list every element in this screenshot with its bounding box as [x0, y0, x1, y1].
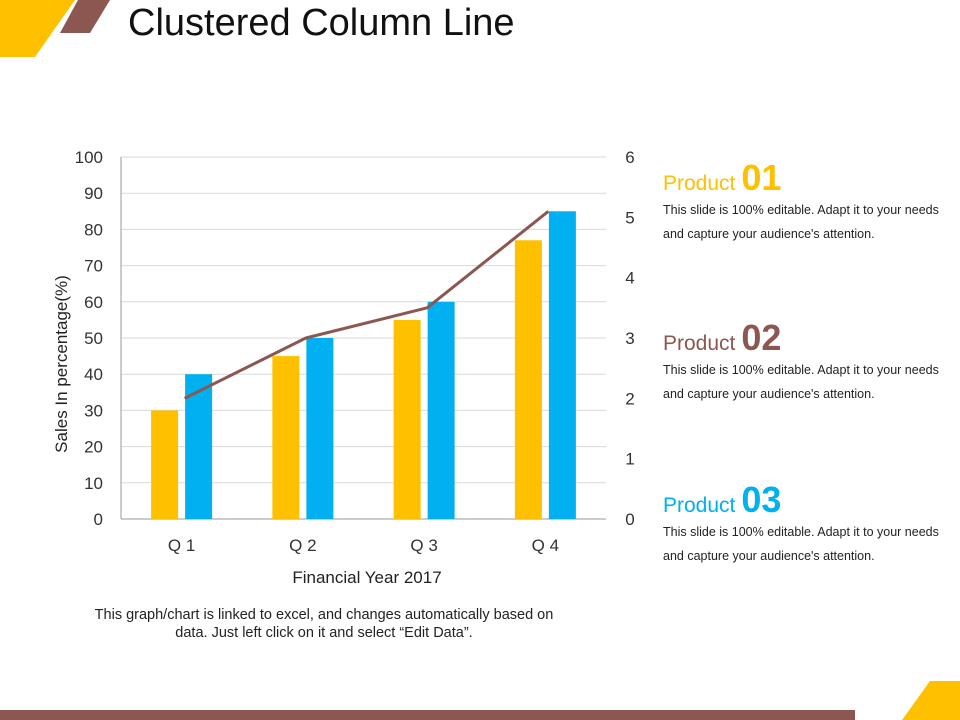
x-tick-label: Q 2 — [289, 536, 316, 555]
y2-tick-label: 5 — [625, 208, 634, 227]
bar-series-2 — [185, 374, 213, 519]
y-tick-label: 70 — [84, 257, 103, 276]
y2-tick-label: 1 — [625, 450, 634, 469]
y-tick-label: 30 — [84, 401, 103, 420]
bar-series-1 — [151, 410, 179, 519]
y2-tick-label: 4 — [625, 269, 634, 288]
product-heading: Product 03 — [663, 480, 943, 520]
product-word: Product — [663, 332, 736, 355]
y-axis-title: Sales In percentage(%) — [52, 275, 71, 453]
product-heading: Product 01 — [663, 158, 943, 198]
y-tick-label: 80 — [84, 220, 103, 239]
clustered-column-line-chart: 0 10 20 30 40 50 60 70 80 90 100 0 1 2 3 4 5 6 Q 1 Q 2 Q 3 Q … — [52, 148, 635, 587]
y2-tick-label: 6 — [625, 148, 634, 167]
y-tick-label: 40 — [84, 365, 103, 384]
y2-tick-label: 2 — [625, 389, 634, 408]
y-tick-label: 100 — [75, 148, 103, 167]
x-axis-title: Financial Year 2017 — [292, 568, 441, 587]
bottom-decoration — [0, 681, 960, 720]
bar-series-2 — [306, 338, 334, 519]
product-description: This slide is 100% editable. Adapt it to… — [663, 363, 939, 401]
bar-series-2 — [427, 301, 455, 519]
bars — [151, 211, 576, 520]
product-block: Product 03 This slide is 100% editable. Ad… — [663, 480, 943, 568]
product-block: Product 02 This slide is 100% editable. Ad… — [663, 318, 943, 406]
product-description: This slide is 100% editable. Adapt it to… — [663, 525, 939, 563]
bar-series-1 — [514, 240, 542, 519]
y-tick-label: 10 — [84, 474, 103, 493]
top-left-decoration — [0, 0, 110, 57]
bar-series-1 — [272, 356, 300, 519]
y-tick-label: 20 — [84, 438, 103, 457]
product-description: This slide is 100% editable. Adapt it to… — [663, 203, 939, 241]
product-number: 03 — [741, 479, 782, 520]
product-word: Product — [663, 494, 736, 517]
line-series — [183, 210, 550, 400]
product-number: 02 — [741, 317, 782, 358]
product-word: Product — [663, 172, 736, 195]
product-heading: Product 02 — [663, 318, 943, 358]
y-tick-label: 0 — [94, 510, 103, 529]
x-tick-label: Q 4 — [532, 536, 559, 555]
bar-series-1 — [393, 319, 421, 519]
line-series-path — [183, 210, 550, 400]
slide-title: Clustered Column Line — [128, 2, 515, 44]
y-tick-label: 90 — [84, 184, 103, 203]
bar-series-2 — [548, 211, 576, 520]
y-tick-label: 60 — [84, 293, 103, 312]
y2-tick-label: 3 — [625, 329, 634, 348]
x-tick-label: Q 3 — [410, 536, 437, 555]
product-number: 01 — [741, 157, 782, 198]
x-tick-label: Q 1 — [168, 536, 195, 555]
chart-note: This graph/chart is linked to excel, and… — [94, 607, 554, 641]
y2-tick-label: 0 — [625, 510, 634, 529]
tick-labels: 0 10 20 30 40 50 60 70 80 90 100 0 1 2 3 4 5 6 Q 1 Q 2 Q 3 Q … — [75, 148, 635, 555]
product-block: Product 01 This slide is 100% editable. Ad… — [663, 158, 943, 246]
y-tick-label: 50 — [84, 329, 103, 348]
